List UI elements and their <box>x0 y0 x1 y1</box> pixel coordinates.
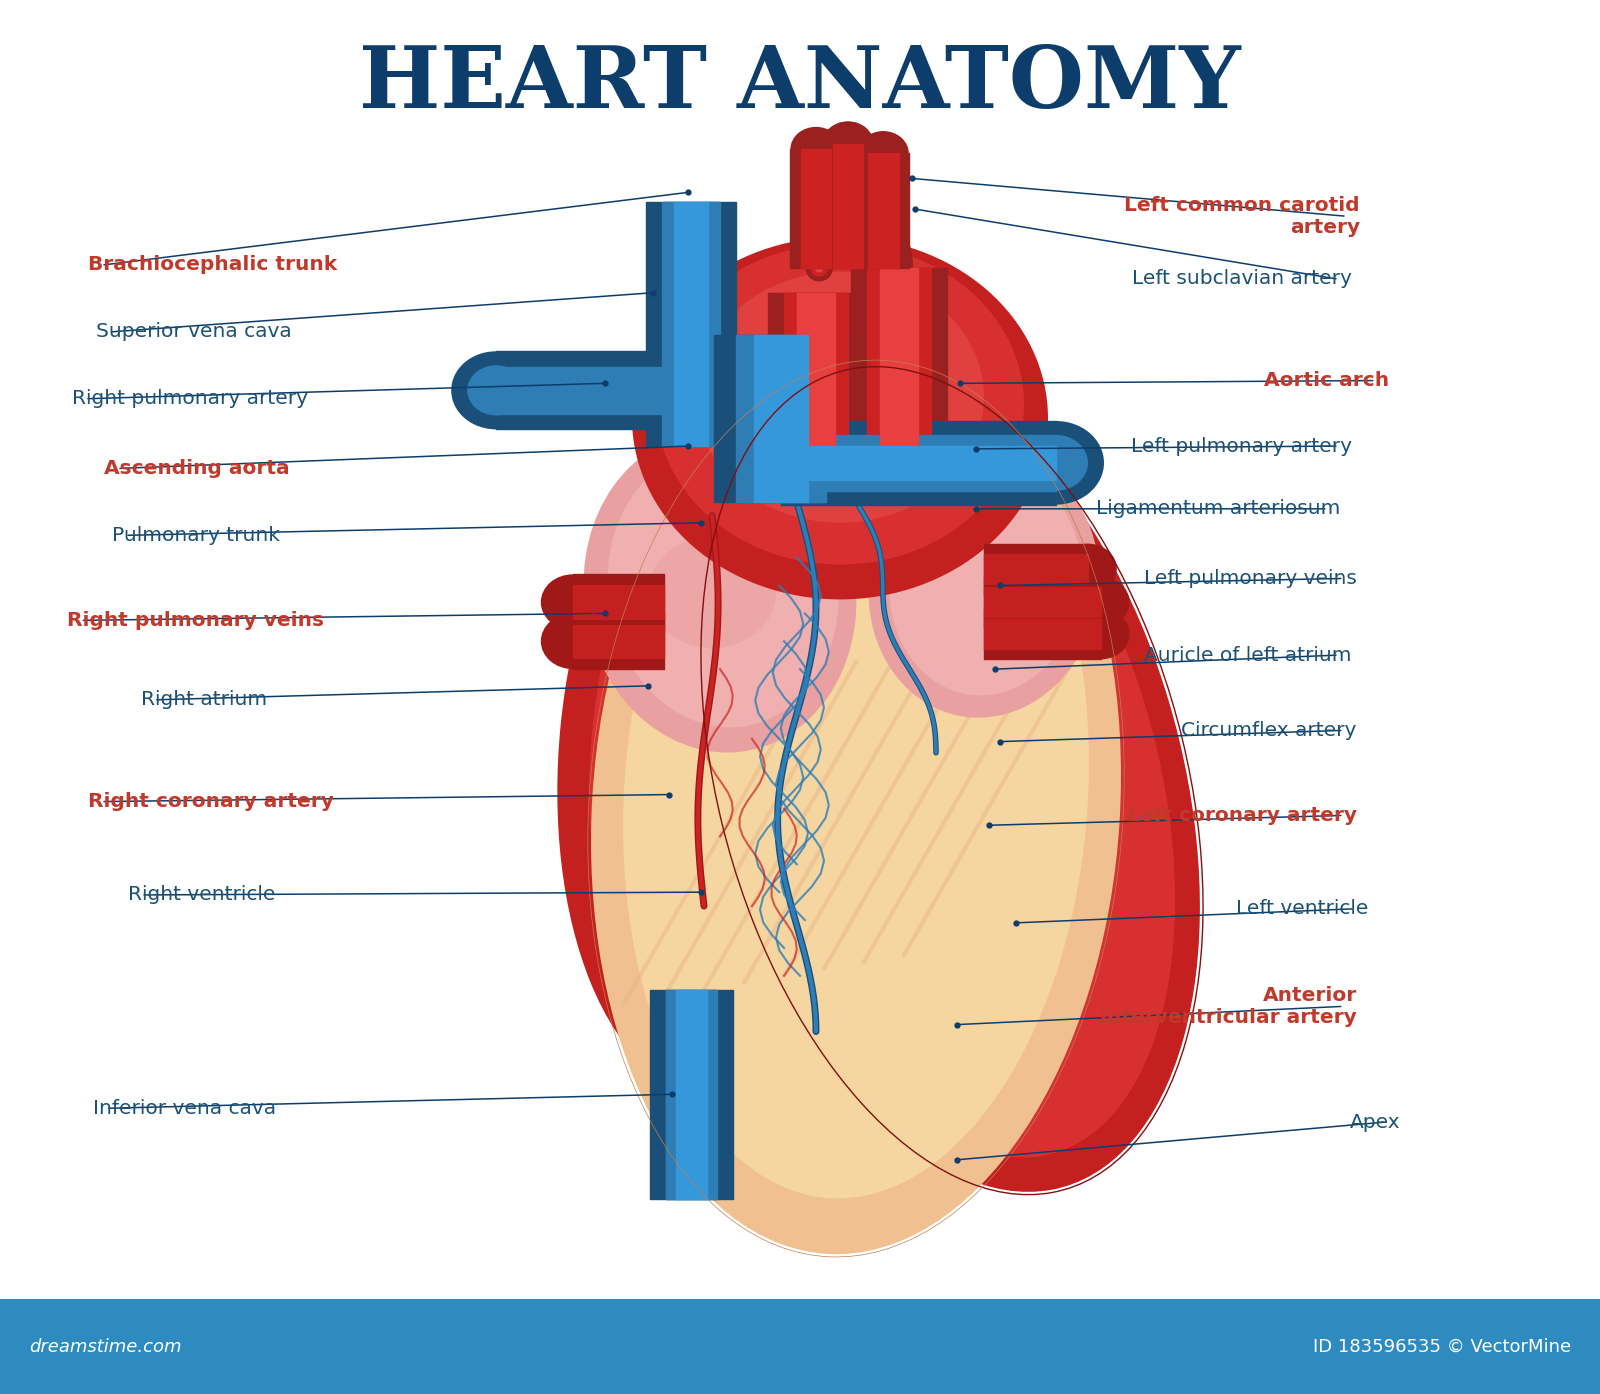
Text: Anterior
interventricular artery: Anterior interventricular artery <box>1101 986 1357 1027</box>
Ellipse shape <box>858 131 909 176</box>
Text: Apex: Apex <box>1349 1112 1400 1132</box>
Text: Circumflex artery: Circumflex artery <box>1181 721 1357 740</box>
Ellipse shape <box>1008 421 1104 505</box>
Ellipse shape <box>467 365 525 415</box>
Ellipse shape <box>730 404 1174 1157</box>
Text: ID 183596535 © VectorMine: ID 183596535 © VectorMine <box>1314 1338 1571 1355</box>
Ellipse shape <box>822 121 874 166</box>
Text: Left common carotid
artery: Left common carotid artery <box>1125 195 1360 237</box>
Text: Brachiocephalic trunk: Brachiocephalic trunk <box>88 255 338 275</box>
Text: Pulmonary trunk: Pulmonary trunk <box>112 526 280 545</box>
Ellipse shape <box>656 244 1024 565</box>
Ellipse shape <box>584 432 856 753</box>
Text: Left pulmonary veins: Left pulmonary veins <box>1144 569 1357 588</box>
Ellipse shape <box>541 574 605 630</box>
Text: Left subclavian artery: Left subclavian artery <box>1133 269 1352 289</box>
Text: Ascending aorta: Ascending aorta <box>104 459 290 478</box>
Bar <box>0 1299 1600 1394</box>
Ellipse shape <box>608 449 838 728</box>
Ellipse shape <box>557 378 947 1100</box>
Ellipse shape <box>789 355 914 487</box>
Text: HEART ANATOMY: HEART ANATOMY <box>358 42 1242 125</box>
Text: Right pulmonary artery: Right pulmonary artery <box>72 389 307 408</box>
Ellipse shape <box>704 369 1200 1192</box>
Ellipse shape <box>869 453 1099 718</box>
Text: Right ventricle: Right ventricle <box>128 885 275 905</box>
Ellipse shape <box>1024 435 1088 491</box>
Ellipse shape <box>890 467 1082 696</box>
Text: Auricle of left atrium: Auricle of left atrium <box>1144 645 1352 665</box>
Text: Right coronary artery: Right coronary artery <box>88 792 334 811</box>
Text: Aortic arch: Aortic arch <box>1264 371 1389 390</box>
Text: Right pulmonary veins: Right pulmonary veins <box>67 611 325 630</box>
Ellipse shape <box>632 237 1048 599</box>
Text: Inferior vena cava: Inferior vena cava <box>93 1098 275 1118</box>
Ellipse shape <box>451 351 541 429</box>
Ellipse shape <box>541 613 605 669</box>
Ellipse shape <box>589 413 915 1065</box>
Text: Left ventricle: Left ventricle <box>1235 899 1368 919</box>
Ellipse shape <box>696 272 984 523</box>
Text: Superior vena cava: Superior vena cava <box>96 322 291 342</box>
Text: Right atrium: Right atrium <box>141 690 267 710</box>
Ellipse shape <box>1072 577 1130 627</box>
Text: Left coronary artery: Left coronary artery <box>1126 806 1357 825</box>
Text: Left pulmonary artery: Left pulmonary artery <box>1131 436 1352 456</box>
Ellipse shape <box>622 390 1090 1199</box>
Ellipse shape <box>648 537 776 648</box>
Ellipse shape <box>1072 609 1130 659</box>
Ellipse shape <box>590 362 1122 1255</box>
Ellipse shape <box>790 127 842 171</box>
Text: dreamstime.com: dreamstime.com <box>29 1338 181 1355</box>
Text: Ligamentum arteriosum: Ligamentum arteriosum <box>1096 499 1341 519</box>
Ellipse shape <box>1059 544 1117 594</box>
